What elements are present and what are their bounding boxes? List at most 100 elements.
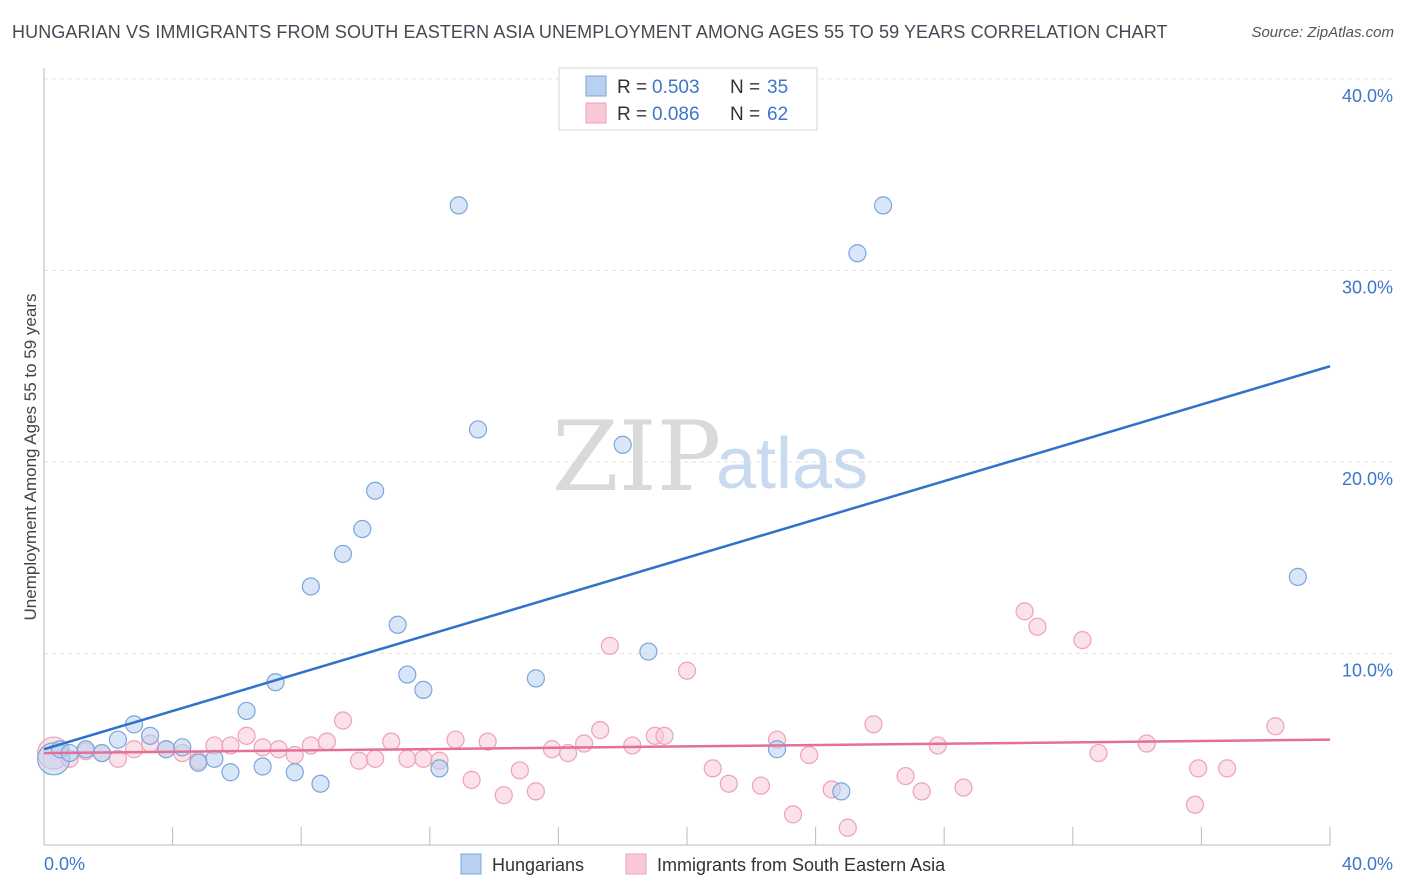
immigrants-point-33 (575, 734, 594, 753)
hungarians-point-27 (468, 420, 488, 439)
immigrants-point-49 (896, 766, 915, 786)
legend-r-value-1: 0.503 (652, 77, 700, 98)
legend-n-value-2: 62 (767, 104, 788, 125)
x-tick-min: 0.0% (44, 854, 85, 874)
hungarians-point-14 (253, 757, 272, 776)
immigrants-point-54 (1028, 617, 1047, 636)
immigrants-point-27 (478, 732, 497, 751)
legend-n-label-1: N = (730, 77, 760, 98)
bottom-legend-swatch-immigrants (625, 853, 647, 875)
hungarians-point-25 (430, 759, 449, 778)
immigrants-point-11 (221, 736, 240, 755)
watermark: ZIP atlas (552, 401, 868, 513)
immigrants-point-39 (677, 661, 697, 680)
immigrants-point-14 (269, 740, 288, 759)
legend-swatch-hungarians (585, 75, 607, 97)
hungarians-point-12 (221, 763, 240, 782)
immigrants-point-30 (526, 782, 545, 801)
hungarians-point-29 (613, 435, 632, 454)
hungarians-point-32 (832, 782, 851, 801)
hungarians-point-21 (366, 481, 385, 500)
immigrants-point-28 (494, 786, 513, 805)
hungarians-point-16 (285, 763, 304, 782)
hungarians-trend-line (43, 365, 1331, 751)
hungarians-point-10 (189, 753, 208, 772)
legend-n-label-2: N = (730, 104, 760, 125)
immigrants-point-42 (751, 776, 771, 795)
immigrants-point-4 (108, 749, 128, 768)
hungarians-point-33 (848, 244, 867, 263)
immigrants-point-19 (349, 751, 369, 770)
watermark-zip: ZIP (552, 401, 721, 513)
hungarians-point-24 (414, 680, 433, 699)
immigrants-trend-line (43, 738, 1331, 755)
legend-n-value-1: 35 (767, 77, 788, 98)
legend-swatch-immigrants (585, 102, 607, 124)
hungarians-point-26 (449, 196, 468, 215)
immigrants-point-55 (1073, 630, 1092, 650)
immigrants-point-59 (1189, 759, 1208, 778)
y-tick-label-40: 40.0% (1342, 86, 1393, 106)
hungarians-point-34 (874, 196, 893, 215)
immigrants-point-31 (542, 740, 562, 759)
hungarians-point-11 (205, 749, 224, 768)
immigrants-point-52 (954, 778, 973, 797)
bottom-legend-hungarians: Hungarians (492, 855, 584, 875)
hungarians-point-13 (237, 701, 256, 721)
immigrants-point-17 (317, 732, 337, 751)
immigrants-point-41 (719, 774, 738, 793)
x-tick-max: 40.0% (1342, 854, 1393, 874)
trend-lines (43, 365, 1331, 755)
immigrants-point-21 (382, 732, 401, 751)
hungarians-point-5 (108, 730, 128, 749)
immigrants-point-48 (864, 715, 883, 734)
immigrants-point-22 (398, 749, 417, 768)
immigrants-point-35 (600, 636, 619, 655)
bottom-legend-swatch-hungarians (460, 853, 482, 875)
hungarians-point-3 (76, 740, 95, 759)
immigrants-point-23 (414, 749, 433, 768)
series-legend: Hungarians Immigrants from South Eastern… (460, 853, 946, 875)
immigrants-point-29 (510, 761, 529, 780)
immigrants-point-26 (462, 770, 481, 789)
immigrants-point-51 (928, 736, 947, 755)
y-axis-label: Unemployment Among Ages 55 to 59 years (21, 294, 40, 621)
gridlines (44, 78, 1393, 654)
bottom-legend-immigrants: Immigrants from South Eastern Asia (657, 855, 946, 875)
y-tick-labels: 10.0% 20.0% 30.0% 40.0% (1342, 86, 1393, 681)
legend-r-label-2: R = (617, 104, 647, 125)
y-tick-label-20: 20.0% (1342, 469, 1393, 489)
immigrants-point-57 (1137, 734, 1156, 753)
watermark-atlas: atlas (716, 424, 868, 504)
immigrants-point-34 (591, 720, 610, 740)
hungarians-point-35 (1288, 567, 1307, 587)
immigrants-point-36 (623, 736, 642, 755)
hungarians-point-30 (639, 642, 658, 661)
immigrants-point-5 (124, 740, 144, 759)
y-tick-label-10: 10.0% (1342, 661, 1393, 681)
x-tick-labels: 0.0% 40.0% (44, 854, 1393, 874)
hungarians-point-9 (173, 738, 192, 757)
hungarians-point-7 (140, 726, 160, 745)
hungarians-point-19 (333, 544, 353, 564)
source-credit: Source: ZipAtlas.com (1251, 24, 1394, 41)
hungarians-point-31 (767, 740, 787, 759)
immigrants-point-53 (1015, 602, 1034, 621)
y-tick-label-30: 30.0% (1342, 278, 1393, 298)
immigrants-point-18 (333, 711, 353, 730)
hungarians-point-28 (526, 669, 545, 688)
immigrants-point-50 (912, 782, 931, 801)
immigrants-point-25 (446, 730, 465, 749)
immigrants-point-12 (237, 726, 256, 745)
immigrants-point-13 (253, 738, 272, 757)
axes (43, 68, 1331, 846)
immigrants-point-40 (703, 759, 722, 778)
hungarians-point-23 (398, 665, 417, 684)
hungarians-point-8 (157, 740, 176, 759)
immigrants-point-47 (838, 818, 857, 837)
series-hungarians-points (37, 196, 1307, 801)
series-immigrants-points (37, 602, 1285, 837)
legend-r-value-2: 0.086 (652, 104, 700, 125)
correlation-legend: R = 0.503 N = 35 R = 0.086 N = 62 (558, 67, 818, 131)
